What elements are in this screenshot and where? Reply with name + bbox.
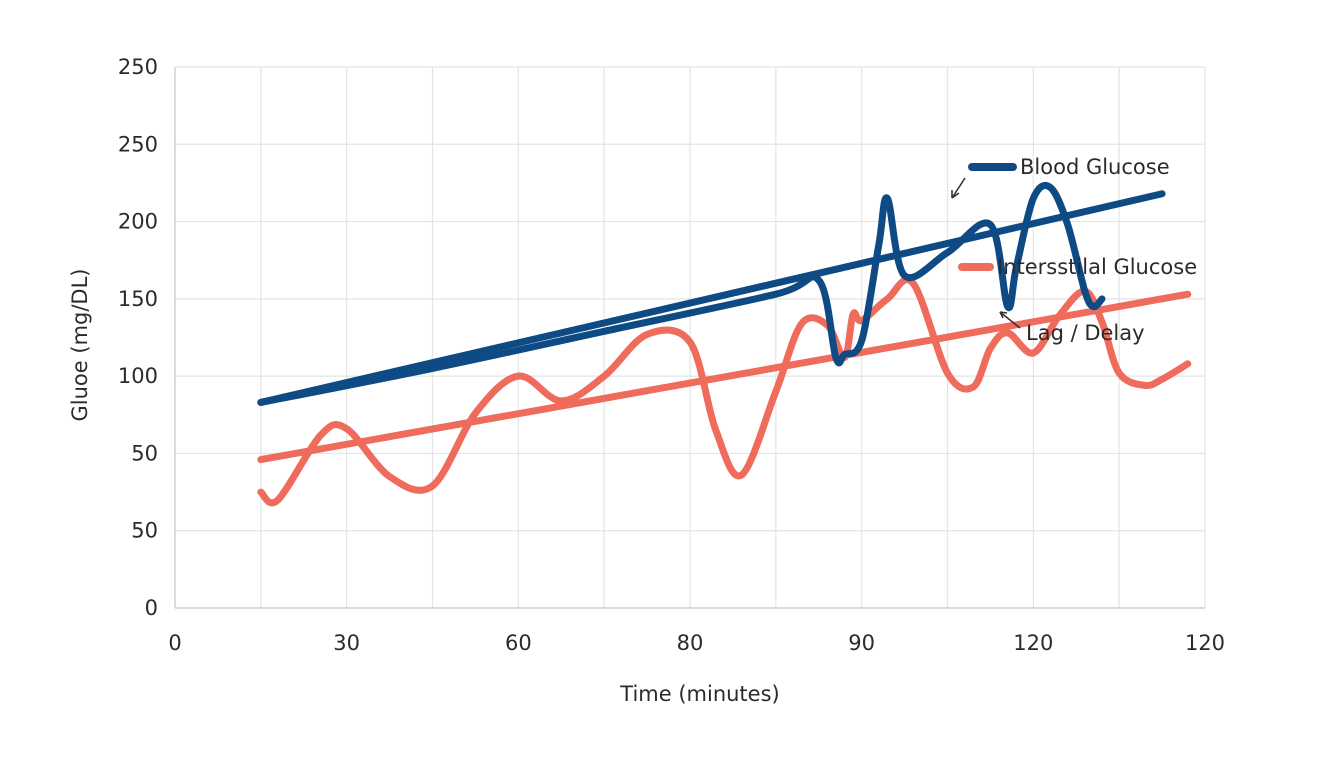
axes (174, 67, 1205, 609)
y-tick-label: 200 (118, 210, 158, 234)
x-tick-label: 120 (1013, 631, 1053, 655)
y-axis-title: Gluoe (mg/DL) (68, 269, 92, 422)
x-tick-label: 30 (333, 631, 360, 655)
x-tick-label: 0 (168, 631, 181, 655)
y-tick-label: 0 (145, 596, 158, 620)
x-axis-title: Time (minutes) (619, 682, 779, 706)
interstitial-glucose-trend-line (257, 290, 1192, 464)
blood-glucose-legend-label: Blood Glucose (1020, 155, 1170, 179)
y-tick-label: 150 (118, 287, 158, 311)
y-tick-label: 250 (118, 55, 158, 79)
y-tick-label: 50 (131, 441, 158, 465)
blood-glucose-pointer-arrow (951, 177, 966, 199)
lag-delay-pointer-arrow (999, 311, 1021, 329)
legend: Blood Glucose Intersstilal Glucose Lag / D… (951, 155, 1197, 345)
x-tick-label: 120 (1185, 631, 1225, 655)
x-tick-label: 60 (505, 631, 532, 655)
grid (174, 66, 1206, 609)
x-axis-ticks: 0 30 60 80 90 120 120 (168, 631, 1225, 655)
blood-glucose-trend-line (257, 190, 1166, 406)
lag-delay-annotation: Lag / Delay (1026, 321, 1145, 345)
y-tick-label: 50 (131, 519, 158, 543)
interstitial-glucose-legend-label: Intersstilal Glucose (997, 255, 1197, 279)
x-tick-label: 80 (677, 631, 704, 655)
interstitial-glucose-series-line (257, 276, 1192, 507)
blood-glucose-series-line (257, 182, 1106, 406)
x-tick-label: 90 (848, 631, 875, 655)
series-layer (257, 182, 1192, 507)
y-axis-ticks: 250 250 200 150 100 50 50 0 (118, 55, 158, 620)
y-tick-label: 250 (118, 132, 158, 156)
y-tick-label: 100 (118, 364, 158, 388)
